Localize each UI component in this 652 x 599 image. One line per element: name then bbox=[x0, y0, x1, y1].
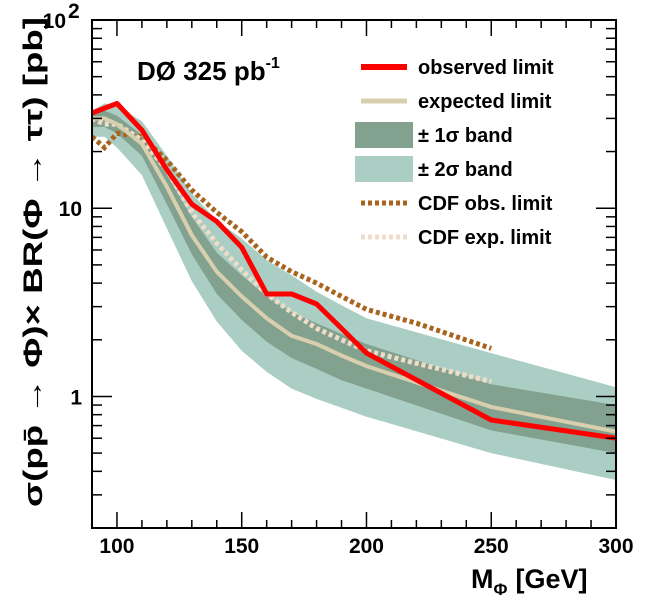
legend-1sigma-band-swatch bbox=[355, 122, 413, 148]
legend-1sigma-band-label: ± 1σ band bbox=[418, 125, 513, 147]
plot-area bbox=[92, 101, 616, 480]
x-tick-label: 100 bbox=[99, 535, 134, 558]
y-tick-label: 10 bbox=[59, 198, 82, 221]
x-tick-label: 250 bbox=[474, 535, 509, 558]
legend-cdf-obs-limit-label: CDF obs. limit bbox=[418, 193, 553, 215]
x-axis-title-symbol: M bbox=[471, 564, 494, 594]
legend-observed-limit-label: observed limit bbox=[418, 57, 554, 79]
legend-2sigma-band: ± 2σ band bbox=[355, 156, 513, 182]
legend-cdf-obs-limit: CDF obs. limit bbox=[361, 193, 553, 215]
legend-2sigma-band-label: ± 2σ band bbox=[418, 159, 513, 181]
x-tick-label: 200 bbox=[349, 535, 384, 558]
series-expected-limit bbox=[92, 116, 616, 434]
y-tick-label: 1 bbox=[70, 386, 82, 409]
x-axis-title-unit: [GeV] bbox=[515, 564, 587, 594]
y-axis-title: σ(pp̄ → Φ)× BR(Φ → ττ) [pb] bbox=[18, 17, 48, 507]
x-axis-title: MΦ [GeV] bbox=[471, 564, 587, 599]
legend-observed-limit: observed limit bbox=[361, 57, 554, 79]
series-observed-limit bbox=[92, 101, 616, 441]
chart-title-superscript: -1 bbox=[266, 55, 280, 72]
chart-title: DØ 325 pb-1 bbox=[137, 55, 280, 86]
y-tick-label-top: 10 bbox=[43, 10, 66, 33]
chart-title-text: DØ 325 pb bbox=[137, 56, 266, 86]
axis-ticks bbox=[91, 20, 617, 529]
x-axis-title-subscript: Φ bbox=[494, 580, 508, 599]
legend: observed limit expected limit ± 1σ band ± 2… bbox=[355, 57, 554, 249]
legend-1sigma-band: ± 1σ band bbox=[355, 122, 513, 148]
x-tick-label: 300 bbox=[598, 535, 633, 558]
plot-frame bbox=[91, 19, 617, 529]
x-tick-label: 150 bbox=[224, 535, 259, 558]
series-cdf-obs-limit bbox=[92, 130, 492, 351]
legend-cdf-exp-limit-label: CDF exp. limit bbox=[418, 227, 552, 249]
legend-expected-limit-label: expected limit bbox=[418, 91, 552, 113]
y-tick-label-top-exponent: 2 bbox=[68, 0, 80, 23]
plot-series bbox=[92, 101, 616, 480]
legend-2sigma-band-swatch bbox=[355, 156, 413, 182]
legend-expected-limit: expected limit bbox=[361, 91, 552, 113]
legend-cdf-exp-limit: CDF exp. limit bbox=[361, 227, 552, 249]
